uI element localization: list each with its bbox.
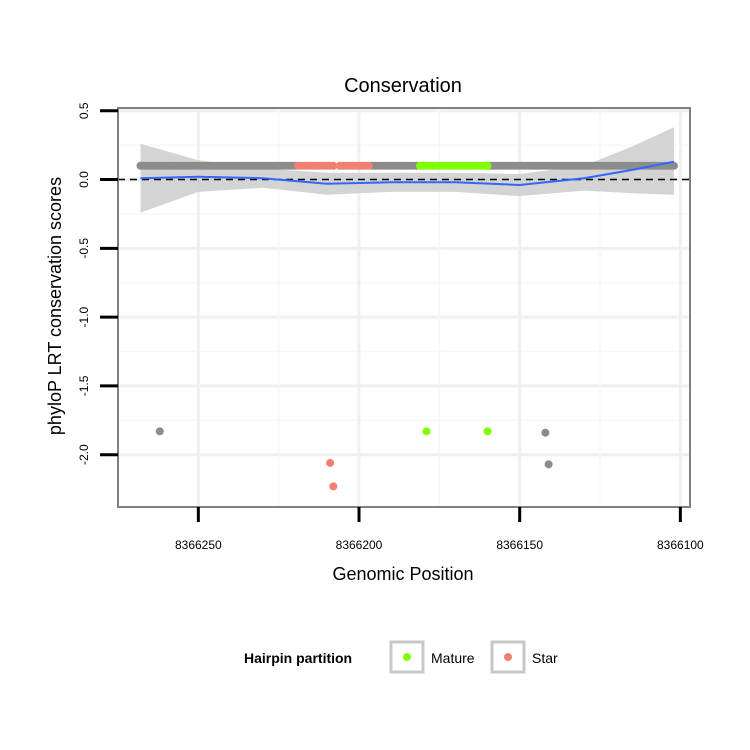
outlier-point-mature bbox=[483, 427, 492, 436]
axes: 0.5 0.0 -0.5 -1.0 -1.5 -2.0 8366250 8366200 8366… bbox=[77, 102, 704, 552]
data-point-star bbox=[364, 161, 373, 170]
legend-swatch-star bbox=[504, 653, 512, 661]
x-tick-label: 8366150 bbox=[496, 538, 543, 552]
y-tick-label: -2.0 bbox=[77, 444, 91, 465]
outlier-point-other bbox=[155, 427, 164, 436]
y-tick-label: 0.5 bbox=[77, 102, 91, 119]
legend-title: Hairpin partition bbox=[244, 650, 352, 666]
y-tick-label: -1.5 bbox=[77, 375, 91, 396]
legend: Hairpin partition Mature Star bbox=[244, 640, 558, 674]
x-tick-label: 8366100 bbox=[657, 538, 704, 552]
x-axis-title: Genomic Position bbox=[332, 564, 473, 584]
outlier-point-other bbox=[541, 428, 550, 437]
confidence-ribbon bbox=[140, 127, 674, 213]
x-tick-label: 8366200 bbox=[336, 538, 383, 552]
y-tick-label: -0.5 bbox=[77, 238, 91, 259]
panel-border bbox=[117, 107, 691, 508]
legend-swatch-mature bbox=[403, 653, 411, 661]
legend-label-star: Star bbox=[532, 650, 558, 666]
plot-area bbox=[118, 108, 690, 507]
outlier-point-mature bbox=[422, 427, 431, 436]
y-axis-title: phyloP LRT conservation scores bbox=[45, 177, 65, 435]
y-tick-label: -1.0 bbox=[77, 306, 91, 327]
x-tick-label: 8366250 bbox=[175, 538, 222, 552]
smooth-trend-line bbox=[140, 160, 675, 187]
data-point-mature bbox=[483, 161, 492, 170]
outlier-point-star bbox=[326, 458, 335, 467]
data-point-star bbox=[329, 161, 338, 170]
data-point-other bbox=[669, 161, 678, 170]
y-tick-label: 0.0 bbox=[77, 171, 91, 188]
outlier-point-other bbox=[544, 460, 553, 469]
chart-title: Conservation bbox=[344, 75, 462, 97]
outlier-point-star bbox=[329, 482, 338, 491]
legend-label-mature: Mature bbox=[431, 650, 475, 666]
